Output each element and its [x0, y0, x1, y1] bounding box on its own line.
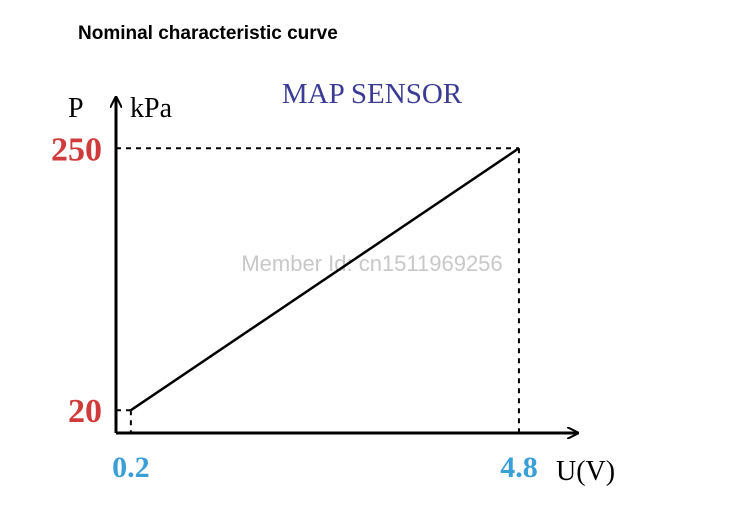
chart-subtitle: MAP SENSOR — [282, 78, 463, 110]
y-tick-label: 20 — [68, 393, 102, 430]
y-axis-unit: kPa — [130, 93, 173, 124]
y-tick-label: 250 — [51, 131, 102, 168]
x-tick-label: 0.2 — [112, 451, 150, 484]
x-axis-label: U(V) — [556, 456, 615, 487]
watermark: Member Id: cn1511969256 — [241, 251, 502, 276]
chart-title: Nominal characteristic curve — [78, 23, 338, 44]
y-axis-label: P — [68, 93, 84, 124]
data-line — [130, 147, 520, 412]
x-tick-label: 4.8 — [500, 451, 538, 484]
